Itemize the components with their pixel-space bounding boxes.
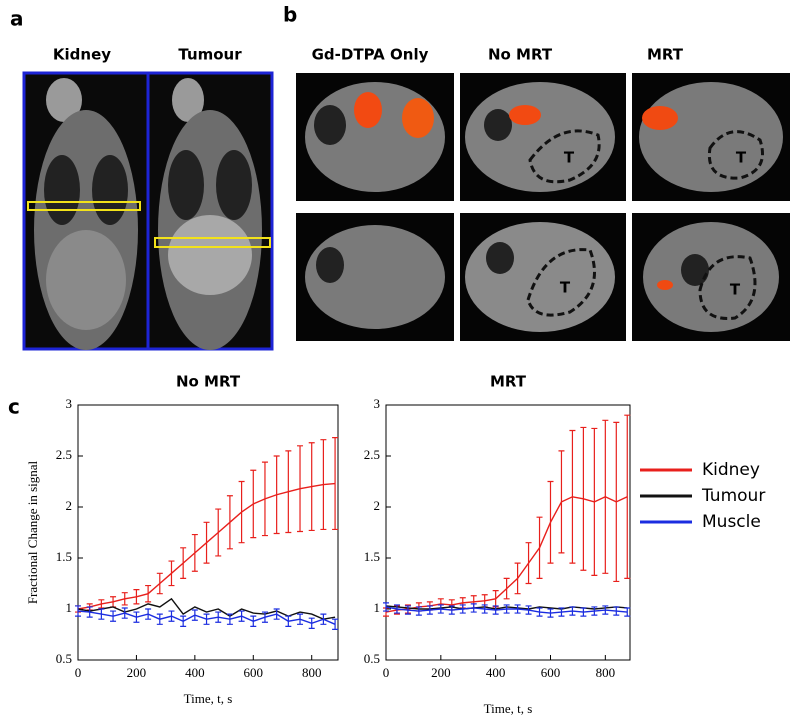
y-tick-label: 0.5 xyxy=(56,651,72,666)
tumour-marker: T xyxy=(560,279,571,297)
legend-label: Tumour xyxy=(701,486,765,506)
y-tick-label: 2 xyxy=(66,498,73,513)
y-tick-label: 0.5 xyxy=(364,651,380,666)
x-tick-label: 200 xyxy=(431,665,451,680)
x-axis-label: Time, t, s xyxy=(184,691,233,706)
series-line xyxy=(77,597,336,620)
x-tick-label: 200 xyxy=(127,665,147,680)
y-tick-label: 1.5 xyxy=(364,549,380,564)
y-tick-label: 1.5 xyxy=(56,549,72,564)
image-title: Tumour xyxy=(178,46,242,64)
plot-frame xyxy=(385,404,631,661)
legend-label: Muscle xyxy=(702,512,761,532)
tumour-marker: T xyxy=(564,149,575,167)
image-title: No MRT xyxy=(488,46,553,64)
image-title: Kidney xyxy=(53,46,111,64)
chart-title: MRT xyxy=(490,373,527,391)
panel-label: b xyxy=(283,3,297,27)
y-axis-label: Fractional Change in signal xyxy=(25,460,40,604)
image-title: MRT xyxy=(647,46,684,64)
mri-coronal xyxy=(22,71,274,351)
x-tick-label: 600 xyxy=(244,665,264,680)
error-bar xyxy=(332,618,339,630)
x-tick-label: 600 xyxy=(541,665,561,680)
tumour-marker: T xyxy=(736,149,747,167)
y-tick-label: 2 xyxy=(374,498,381,513)
tumour-marker: T xyxy=(730,281,741,299)
chart-title: No MRT xyxy=(176,373,241,391)
image-title: Gd-DTPA Only xyxy=(312,46,429,64)
series-line xyxy=(77,482,336,610)
mri-axial xyxy=(296,73,790,341)
y-tick-label: 3 xyxy=(374,396,381,411)
series-line xyxy=(77,610,336,625)
legend-label: Kidney xyxy=(702,460,760,480)
y-tick-label: 2.5 xyxy=(56,447,72,462)
series-line xyxy=(385,606,628,614)
y-tick-label: 2.5 xyxy=(364,447,380,462)
y-tick-label: 1 xyxy=(374,600,381,615)
error-bar xyxy=(332,437,339,531)
panel-label: a xyxy=(10,7,24,31)
x-tick-label: 400 xyxy=(185,665,205,680)
x-tick-label: 800 xyxy=(596,665,616,680)
x-axis-label: Time, t, s xyxy=(484,701,533,716)
x-tick-label: 400 xyxy=(486,665,506,680)
x-tick-label: 800 xyxy=(302,665,322,680)
series-line xyxy=(385,496,628,613)
x-tick-label: 0 xyxy=(383,665,390,680)
y-tick-label: 1 xyxy=(66,600,73,615)
x-tick-label: 0 xyxy=(75,665,82,680)
plot-frame xyxy=(77,404,339,661)
panel-label: c xyxy=(8,395,20,419)
y-tick-label: 3 xyxy=(66,396,73,411)
